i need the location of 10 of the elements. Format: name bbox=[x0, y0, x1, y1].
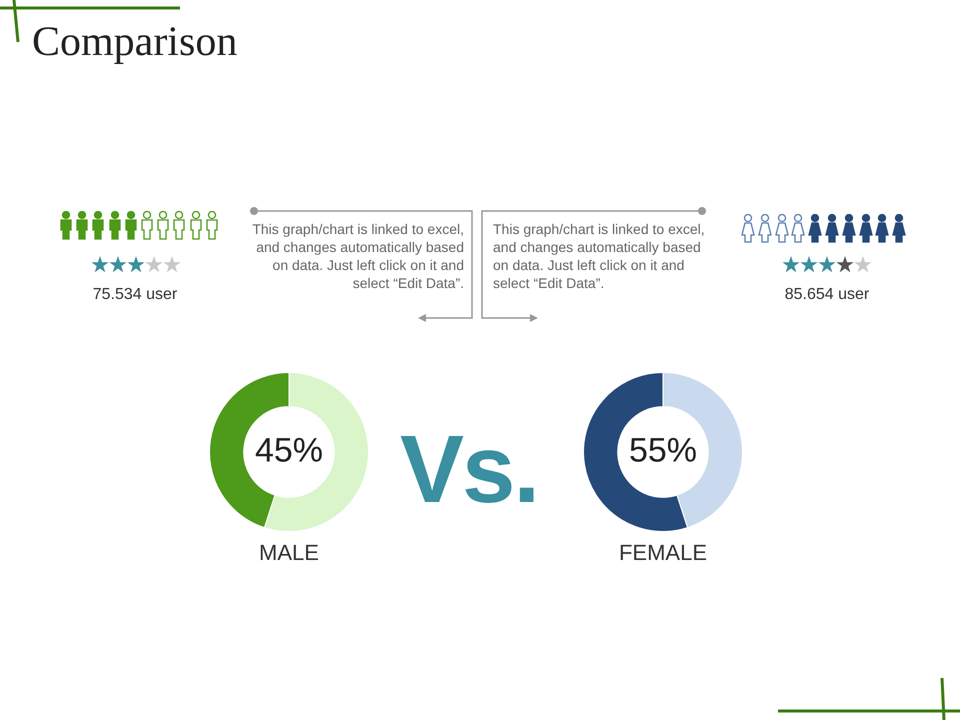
text: FEMALE bbox=[618, 540, 708, 566]
data-label: 55% bbox=[628, 431, 698, 470]
data-label: 45% bbox=[254, 431, 324, 470]
text: Comparison bbox=[32, 18, 238, 66]
text: This graph/chart is linked to excel, and changes automatically based on data. Just left click on it and select “Edit Data”. bbox=[251, 220, 464, 292]
text: 75.534 user bbox=[92, 286, 178, 304]
text: This graph/chart is linked to excel, and changes automatically based on data. Just left click on it and select “Edit Data”. bbox=[493, 220, 706, 292]
text: MALE bbox=[258, 540, 320, 566]
text: 85.654 user bbox=[784, 286, 870, 304]
text: Vs. bbox=[400, 415, 538, 525]
